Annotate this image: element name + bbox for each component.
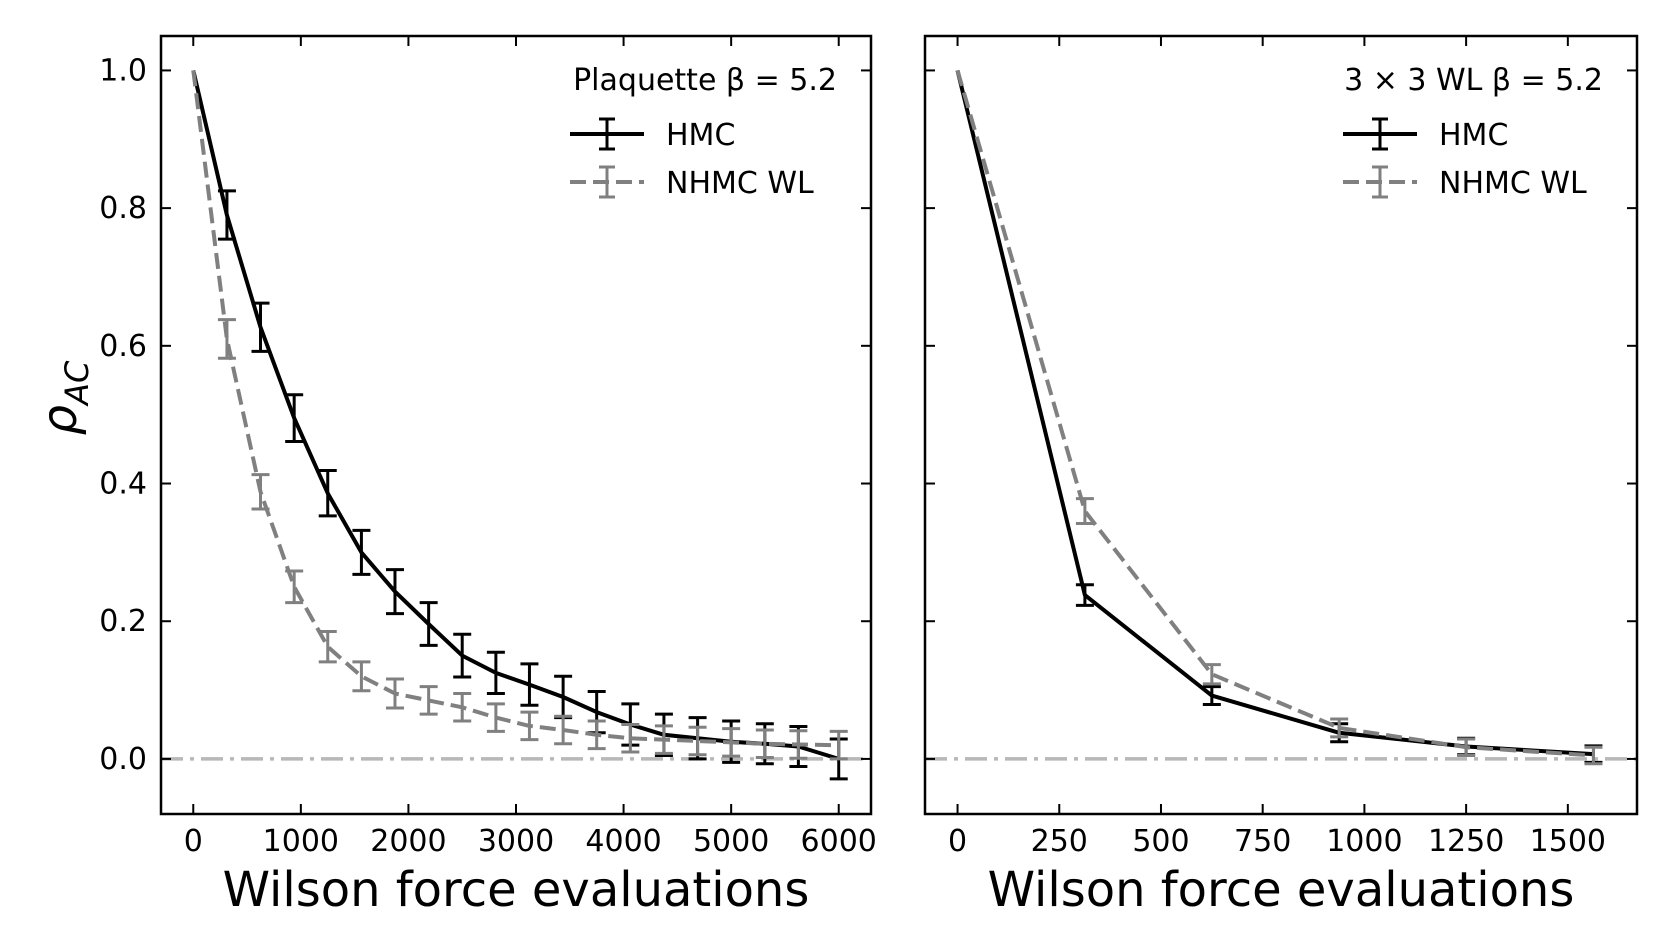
right-x-axis-title: Wilson force evaluations <box>988 862 1575 918</box>
left-x-tick-label: 4000 <box>585 824 661 859</box>
right-legend-item: NHMC WL <box>1343 165 1587 201</box>
left-series-nhmc-wl-errorbar <box>621 722 640 754</box>
right-x-tick-label: 1000 <box>1326 824 1402 859</box>
left-x-axis-title: Wilson force evaluations <box>223 862 810 918</box>
left-legend-label: HMC <box>666 118 735 153</box>
left-annotation: Plaquette β = 5.2 <box>573 63 837 98</box>
left-legend-item: NHMC WL <box>570 165 814 201</box>
left-legend-item: HMC <box>570 117 735 153</box>
left-series-nhmc-wl-errorbar <box>318 630 337 664</box>
left-y-tick-label: 0.0 <box>99 742 147 777</box>
left-x-tick-label: 5000 <box>693 824 769 859</box>
right-x-tick-label: 500 <box>1132 824 1189 859</box>
left-y-tick-label: 0.8 <box>99 191 147 226</box>
right-x-tick-label: 1250 <box>1428 824 1504 859</box>
left-series-nhmc-wl-errorbar <box>688 725 707 757</box>
right-series-nhmc-wl <box>955 69 1603 766</box>
right-annotation: 3 × 3 WL β = 5.2 <box>1344 63 1603 98</box>
left-legend-label: NHMC WL <box>666 166 814 201</box>
right-series-nhmc-wl-errorbar <box>1075 497 1094 525</box>
left-series-nhmc-wl-errorbar <box>829 729 848 761</box>
left-series-nhmc-wl-errorbar <box>755 728 774 760</box>
left-y-tick-label: 0.6 <box>99 329 147 364</box>
y-axis-label: ρAC <box>32 360 96 435</box>
right-axes-frame <box>923 34 1639 816</box>
left-y-tick-label: 0.2 <box>99 604 147 639</box>
right-x-tick-label: 0 <box>948 824 967 859</box>
left-x-tick-label: 2000 <box>370 824 446 859</box>
right-series-nhmc-wl-errorbar <box>1330 717 1349 739</box>
left-x-tick-label: 0 <box>184 824 203 859</box>
left-x-tick-label: 6000 <box>801 824 877 859</box>
left-series-nhmc-wl-errorbar <box>352 660 371 693</box>
right-legend-item: HMC <box>1343 117 1508 153</box>
left-y-tick-label: 1.0 <box>99 53 147 88</box>
right-legend-label: NHMC WL <box>1439 166 1587 201</box>
right-x-tick-label: 1500 <box>1530 824 1606 859</box>
left-x-tick-label: 1000 <box>263 824 339 859</box>
y-axis-label-subscript: AC <box>58 360 96 407</box>
left-series-nhmc-wl-line <box>191 70 839 748</box>
left-y-tick-label: 0.4 <box>99 467 147 502</box>
right-x-tick-label: 750 <box>1234 824 1291 859</box>
right-series-nhmc-wl-line <box>955 69 1594 758</box>
right-legend-label: HMC <box>1439 118 1508 153</box>
right-x-tick-label: 250 <box>1031 824 1088 859</box>
left-x-tick-label: 3000 <box>478 824 554 859</box>
left-panel: 0 1000 2000 3000 4000 5000 6000 0.0 0.2 0.4 0.6 0.8… <box>99 34 877 918</box>
left-series-nhmc-wl <box>191 70 848 761</box>
